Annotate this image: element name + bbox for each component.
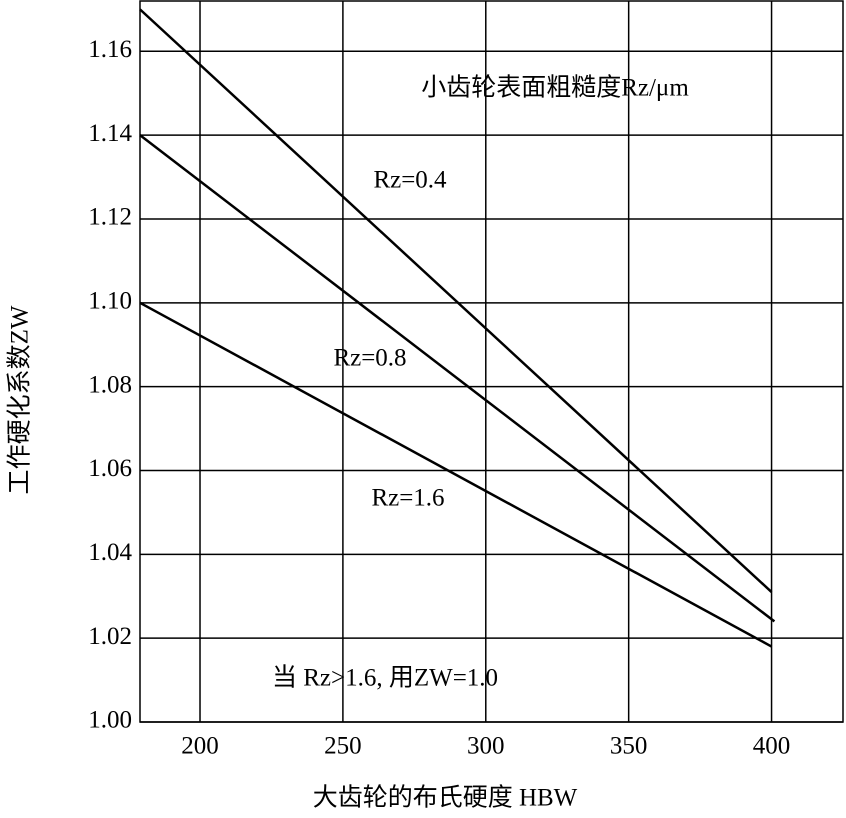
y-tick-label: 1.06: [88, 455, 132, 482]
annotation: 当 Rz>1.6, 用ZW=1.0: [272, 664, 498, 692]
chart-title: 小齿轮表面粗糙度Rz/μm: [421, 74, 689, 102]
y-tick-label: 1.10: [88, 288, 132, 315]
y-tick-label: 1.16: [88, 36, 132, 63]
x-tick-label: 400: [753, 733, 791, 760]
x-tick-label: 200: [181, 733, 219, 760]
y-axis-label: 工作硬化系数ZW: [6, 305, 34, 494]
series-label: Rz=1.6: [371, 485, 444, 512]
line: [139, 301, 773, 648]
line: [139, 8, 773, 593]
y-tick-label: 1.00: [88, 707, 132, 734]
y-tick-label: 1.04: [88, 539, 132, 566]
series-label: Rz=0.8: [333, 345, 406, 372]
x-tick-label: 300: [467, 733, 505, 760]
y-tick-label: 1.08: [88, 371, 132, 398]
x-axis-label: 大齿轮的布氏硬度 HBW: [313, 784, 578, 812]
y-tick-label: 1.12: [88, 204, 132, 231]
line: [139, 134, 776, 623]
series-label: Rz=0.4: [373, 167, 447, 194]
x-tick-label: 350: [610, 733, 648, 760]
plot-frame: [139, 0, 844, 723]
y-tick-label: 1.14: [88, 120, 132, 147]
x-tick-label: 250: [324, 733, 362, 760]
y-tick-label: 1.02: [88, 623, 132, 650]
